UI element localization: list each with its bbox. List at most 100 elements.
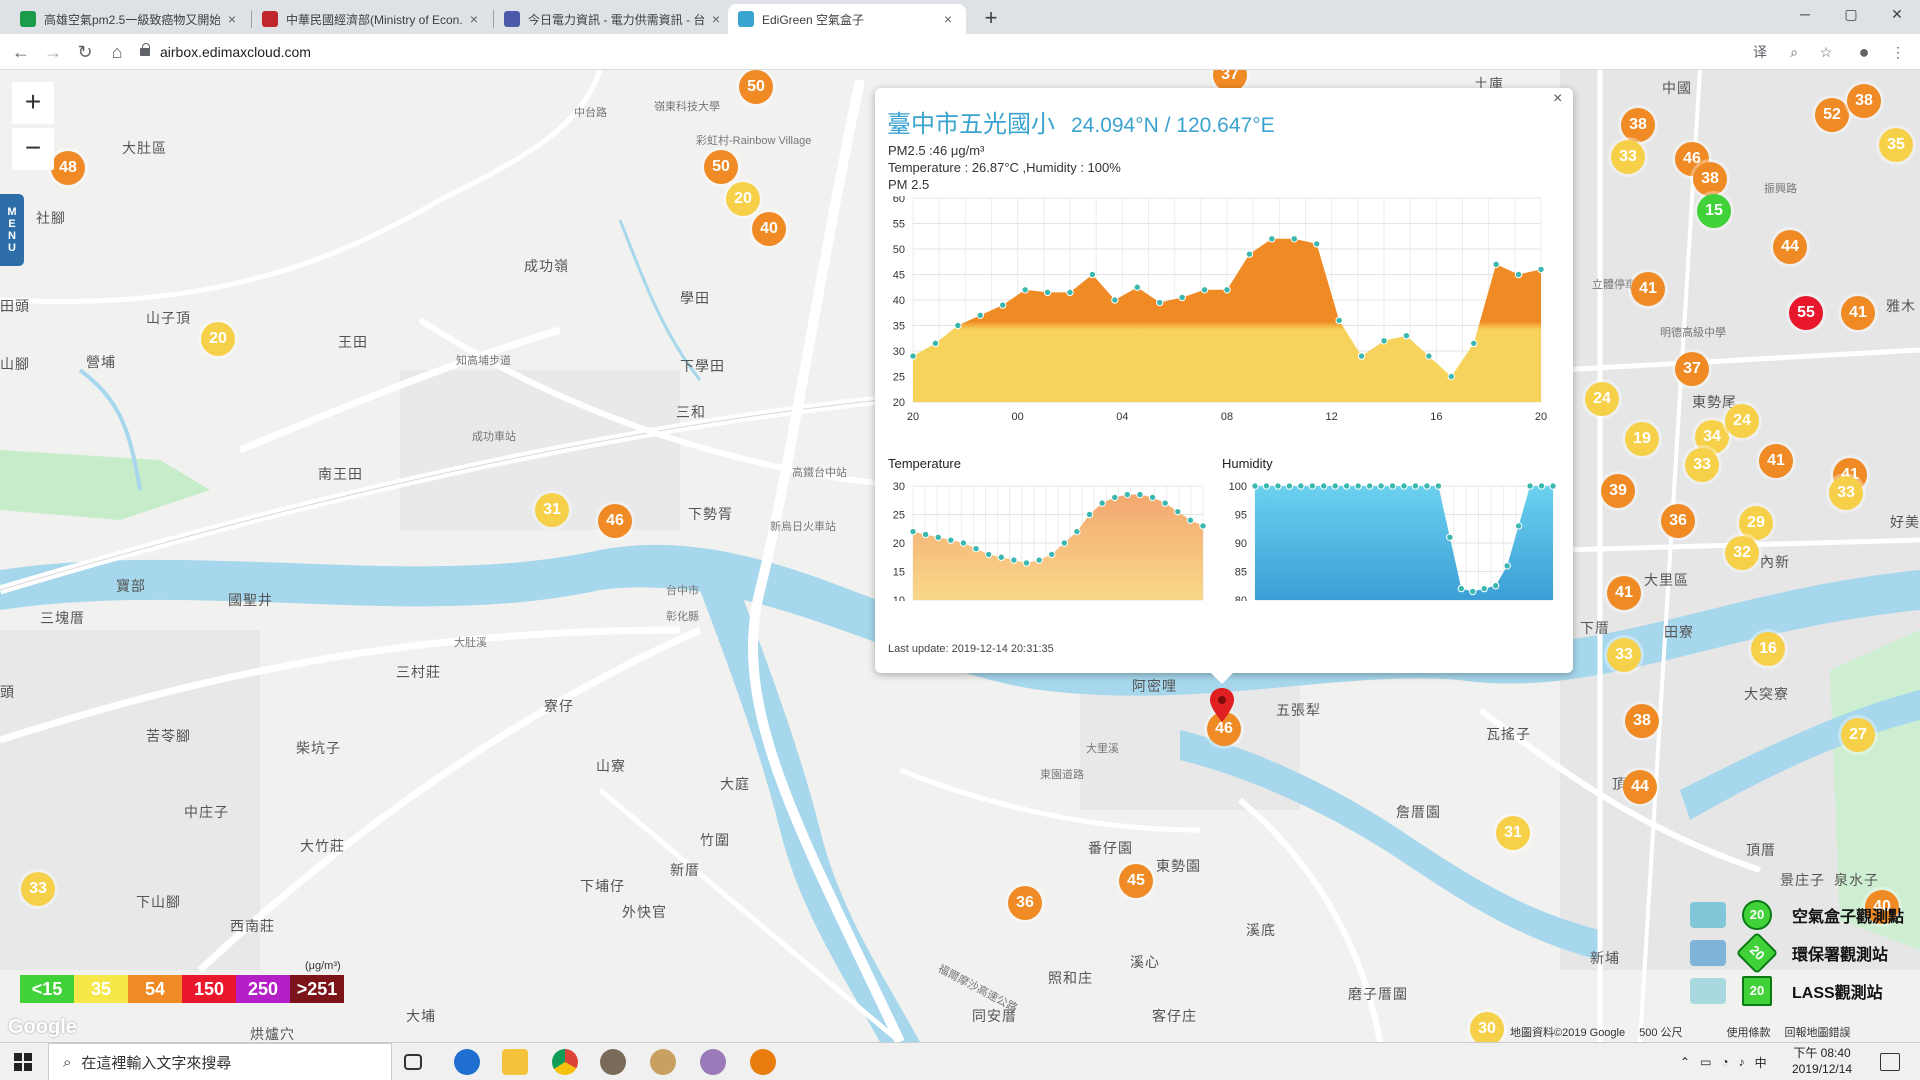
area-series: [913, 238, 1541, 402]
place-label: 大肚區: [122, 140, 167, 156]
place-label: 客仔庄: [1152, 1008, 1197, 1024]
location-pin-icon[interactable]: [1210, 688, 1234, 722]
airbox-marker[interactable]: 38: [1847, 84, 1881, 118]
start-button[interactable]: [14, 1053, 32, 1071]
airbox-marker[interactable]: 32: [1725, 536, 1759, 570]
airbox-marker[interactable]: 20: [726, 182, 760, 216]
airbox-marker[interactable]: 38: [1621, 108, 1655, 142]
airbox-marker[interactable]: 33: [1611, 140, 1645, 174]
notification-icon[interactable]: [1880, 1053, 1900, 1071]
airbox-marker[interactable]: 27: [1841, 718, 1875, 752]
airbox-marker[interactable]: 35: [1879, 128, 1913, 162]
app-icon[interactable]: [700, 1049, 726, 1075]
tab-power-info[interactable]: 今日電力資訊 - 電力供需資訊 - 台... ×: [494, 4, 734, 34]
network-icon[interactable]: ◔: [1721, 1055, 1729, 1069]
tab-edigreen-airbox[interactable]: EdiGreen 空氣盒子 ×: [728, 4, 966, 34]
airbox-marker[interactable]: 38: [1693, 162, 1727, 196]
zoom-out-button[interactable]: −: [12, 128, 54, 170]
close-window-button[interactable]: ✕: [1891, 6, 1903, 22]
airbox-marker[interactable]: 31: [1496, 816, 1530, 850]
battery-icon[interactable]: ▭: [1700, 1055, 1712, 1069]
airbox-marker[interactable]: 45: [1119, 864, 1153, 898]
data-point: [1549, 482, 1557, 490]
place-label: 振興路: [1764, 183, 1797, 195]
airbox-marker[interactable]: 15: [1697, 194, 1731, 228]
maximize-button[interactable]: ▢: [1844, 6, 1858, 22]
airbox-marker[interactable]: 41: [1841, 296, 1875, 330]
airbox-marker[interactable]: 29: [1739, 506, 1773, 540]
forward-button[interactable]: →: [44, 42, 62, 62]
airbox-marker[interactable]: 44: [1773, 230, 1807, 264]
data-point: [1010, 556, 1018, 564]
airbox-marker[interactable]: 38: [1625, 704, 1659, 738]
y-tick-label: 95: [1235, 510, 1247, 522]
app-icon[interactable]: [600, 1049, 626, 1075]
airbox-marker[interactable]: 33: [1607, 638, 1641, 672]
legend-swatch: 150: [182, 975, 236, 1003]
volume-icon[interactable]: ♪: [1738, 1055, 1745, 1069]
menu-button[interactable]: M E N U: [0, 194, 24, 266]
profile-icon[interactable]: ●: [1858, 42, 1870, 62]
close-tab-icon[interactable]: ×: [711, 11, 721, 27]
airbox-marker[interactable]: 52: [1815, 98, 1849, 132]
clock[interactable]: 下午 08:40 2019/12/14: [1792, 1045, 1852, 1077]
zoom-in-button[interactable]: +: [12, 82, 54, 124]
terms-link[interactable]: 使用條款: [1726, 1027, 1771, 1039]
airbox-marker[interactable]: 41: [1607, 576, 1641, 610]
new-tab-button[interactable]: +: [984, 5, 998, 30]
airbox-marker[interactable]: 55: [1789, 296, 1823, 330]
airbox-marker[interactable]: 41: [1631, 272, 1665, 306]
chrome-icon[interactable]: [552, 1049, 578, 1075]
airbox-marker[interactable]: 48: [51, 151, 85, 185]
data-point: [947, 536, 955, 544]
airbox-marker[interactable]: 36: [1661, 504, 1695, 538]
app-icon[interactable]: [650, 1049, 676, 1075]
airbox-marker[interactable]: 50: [739, 70, 773, 104]
airbox-marker[interactable]: 36: [1008, 886, 1042, 920]
tab-kaohsiung-air[interactable]: 高雄空氣pm2.5一級致癌物又開始... ×: [10, 4, 250, 34]
airbox-marker[interactable]: 20: [201, 322, 235, 356]
bookmark-star-icon[interactable]: ☆: [1819, 44, 1833, 60]
airbox-marker[interactable]: 37: [1213, 70, 1247, 92]
airbox-marker[interactable]: 31: [535, 493, 569, 527]
airbox-marker[interactable]: 37: [1675, 352, 1709, 386]
close-tab-icon[interactable]: ×: [227, 11, 237, 27]
airbox-marker[interactable]: 33: [1685, 448, 1719, 482]
blender-icon[interactable]: [750, 1049, 776, 1075]
airbox-marker[interactable]: 44: [1623, 770, 1657, 804]
y-tick-label: 10: [893, 595, 905, 601]
airbox-marker[interactable]: 40: [1865, 890, 1899, 924]
close-popup-icon[interactable]: ×: [1553, 90, 1563, 107]
airbox-marker[interactable]: 33: [1829, 476, 1863, 510]
minimize-button[interactable]: ─: [1800, 6, 1810, 22]
report-error-link[interactable]: 回報地圖錯誤: [1784, 1027, 1851, 1039]
file-explorer-icon[interactable]: [502, 1049, 528, 1075]
tab-ministry-economic[interactable]: 中華民國經濟部(Ministry of Econ... ×: [252, 4, 492, 34]
airbox-marker[interactable]: 39: [1601, 474, 1635, 508]
ime-indicator[interactable]: 中: [1754, 1055, 1767, 1070]
address-bar[interactable]: airbox.edimaxcloud.com: [140, 39, 1520, 65]
home-button[interactable]: ⌂: [111, 42, 123, 62]
airbox-marker[interactable]: 46: [598, 504, 632, 538]
airbox-marker[interactable]: 33: [21, 872, 55, 906]
browser-menu-icon[interactable]: ⋮: [1891, 44, 1905, 60]
reload-button[interactable]: ↻: [77, 42, 93, 62]
task-view-icon[interactable]: [404, 1054, 422, 1070]
airbox-marker[interactable]: 50: [704, 150, 738, 184]
tray-chevron-icon[interactable]: ⌃: [1680, 1055, 1691, 1069]
close-tab-icon[interactable]: ×: [469, 11, 479, 27]
back-button[interactable]: ←: [12, 42, 30, 62]
airbox-marker[interactable]: 19: [1625, 422, 1659, 456]
translate-icon[interactable]: 译: [1753, 44, 1767, 60]
airbox-marker[interactable]: 24: [1725, 404, 1759, 438]
edge-icon[interactable]: [454, 1049, 480, 1075]
airbox-marker[interactable]: 40: [752, 212, 786, 246]
airbox-marker[interactable]: 24: [1585, 382, 1619, 416]
airbox-marker[interactable]: 30: [1470, 1012, 1504, 1042]
close-tab-icon[interactable]: ×: [943, 11, 953, 27]
airbox-marker[interactable]: 41: [1759, 444, 1793, 478]
airbox-marker[interactable]: 16: [1751, 632, 1785, 666]
taskbar-search[interactable]: ⌕ 在這裡輸入文字來搜尋: [48, 1043, 392, 1080]
y-tick-label: 45: [893, 270, 905, 282]
zoom-icon[interactable]: ⌕: [1790, 44, 1798, 60]
